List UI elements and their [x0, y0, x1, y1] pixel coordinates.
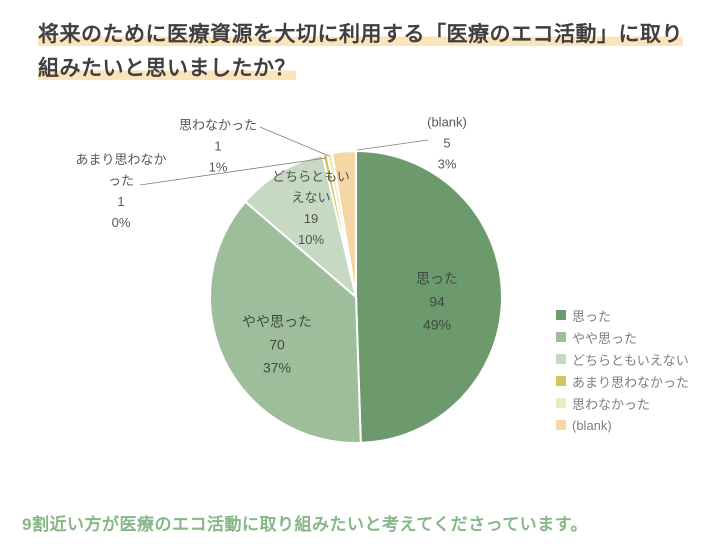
slice-label-blank: (blank) 5 3% [427, 114, 467, 172]
legend-item-omotta: 思った [556, 304, 689, 326]
legend-item-blank: (blank) [556, 414, 689, 436]
pie-slices-group [209, 149, 503, 444]
legend-item-omowanakatta: 思わなかった [556, 392, 689, 414]
legend-swatch-omotta [556, 310, 566, 320]
slice-label-amari: あまり思わなかった 1 0% [75, 152, 167, 230]
legend-item-dochira: どちらともいえない [556, 348, 689, 370]
legend-item-yaya-omotta: やや思った [556, 326, 689, 348]
leader-line-omowanakatta [259, 126, 330, 157]
leader-line-blank [356, 139, 429, 151]
pie-slice-1 [209, 200, 362, 444]
chart-legend: 思った やや思った どちらともいえない あまり思わなかった 思わなかった (bl… [556, 304, 689, 436]
legend-swatch-dochira [556, 354, 566, 364]
legend-swatch-blank [556, 420, 566, 430]
slice-label-yaya-omotta: やや思った 70 37% [242, 313, 312, 376]
slice-label-omotta: 思った 94 49% [416, 270, 458, 333]
legend-item-amari: あまり思わなかった [556, 370, 689, 392]
slice-label-omowanakatta: 思わなかった 1 1% [178, 117, 257, 175]
slice-label-dochira: どちらともいえない 19 10% [272, 169, 350, 247]
pie-slice-0 [355, 149, 503, 444]
legend-swatch-amari [556, 376, 566, 386]
conclusion-note: 9割近い方が医療のエコ活動に取り組みたいと考えてくださっています。 [22, 515, 589, 534]
legend-swatch-omowanakatta [556, 398, 566, 408]
leader-line-amari [139, 157, 327, 186]
page-title: 将来のために医療資源を大切に利用する「医療のエコ活動」に取り組みたいと思いました… [38, 18, 696, 86]
legend-swatch-yaya-omotta [556, 332, 566, 342]
pie-slice-5 [330, 149, 357, 298]
leader-lines [139, 126, 429, 186]
pie-slice-2 [243, 153, 358, 300]
